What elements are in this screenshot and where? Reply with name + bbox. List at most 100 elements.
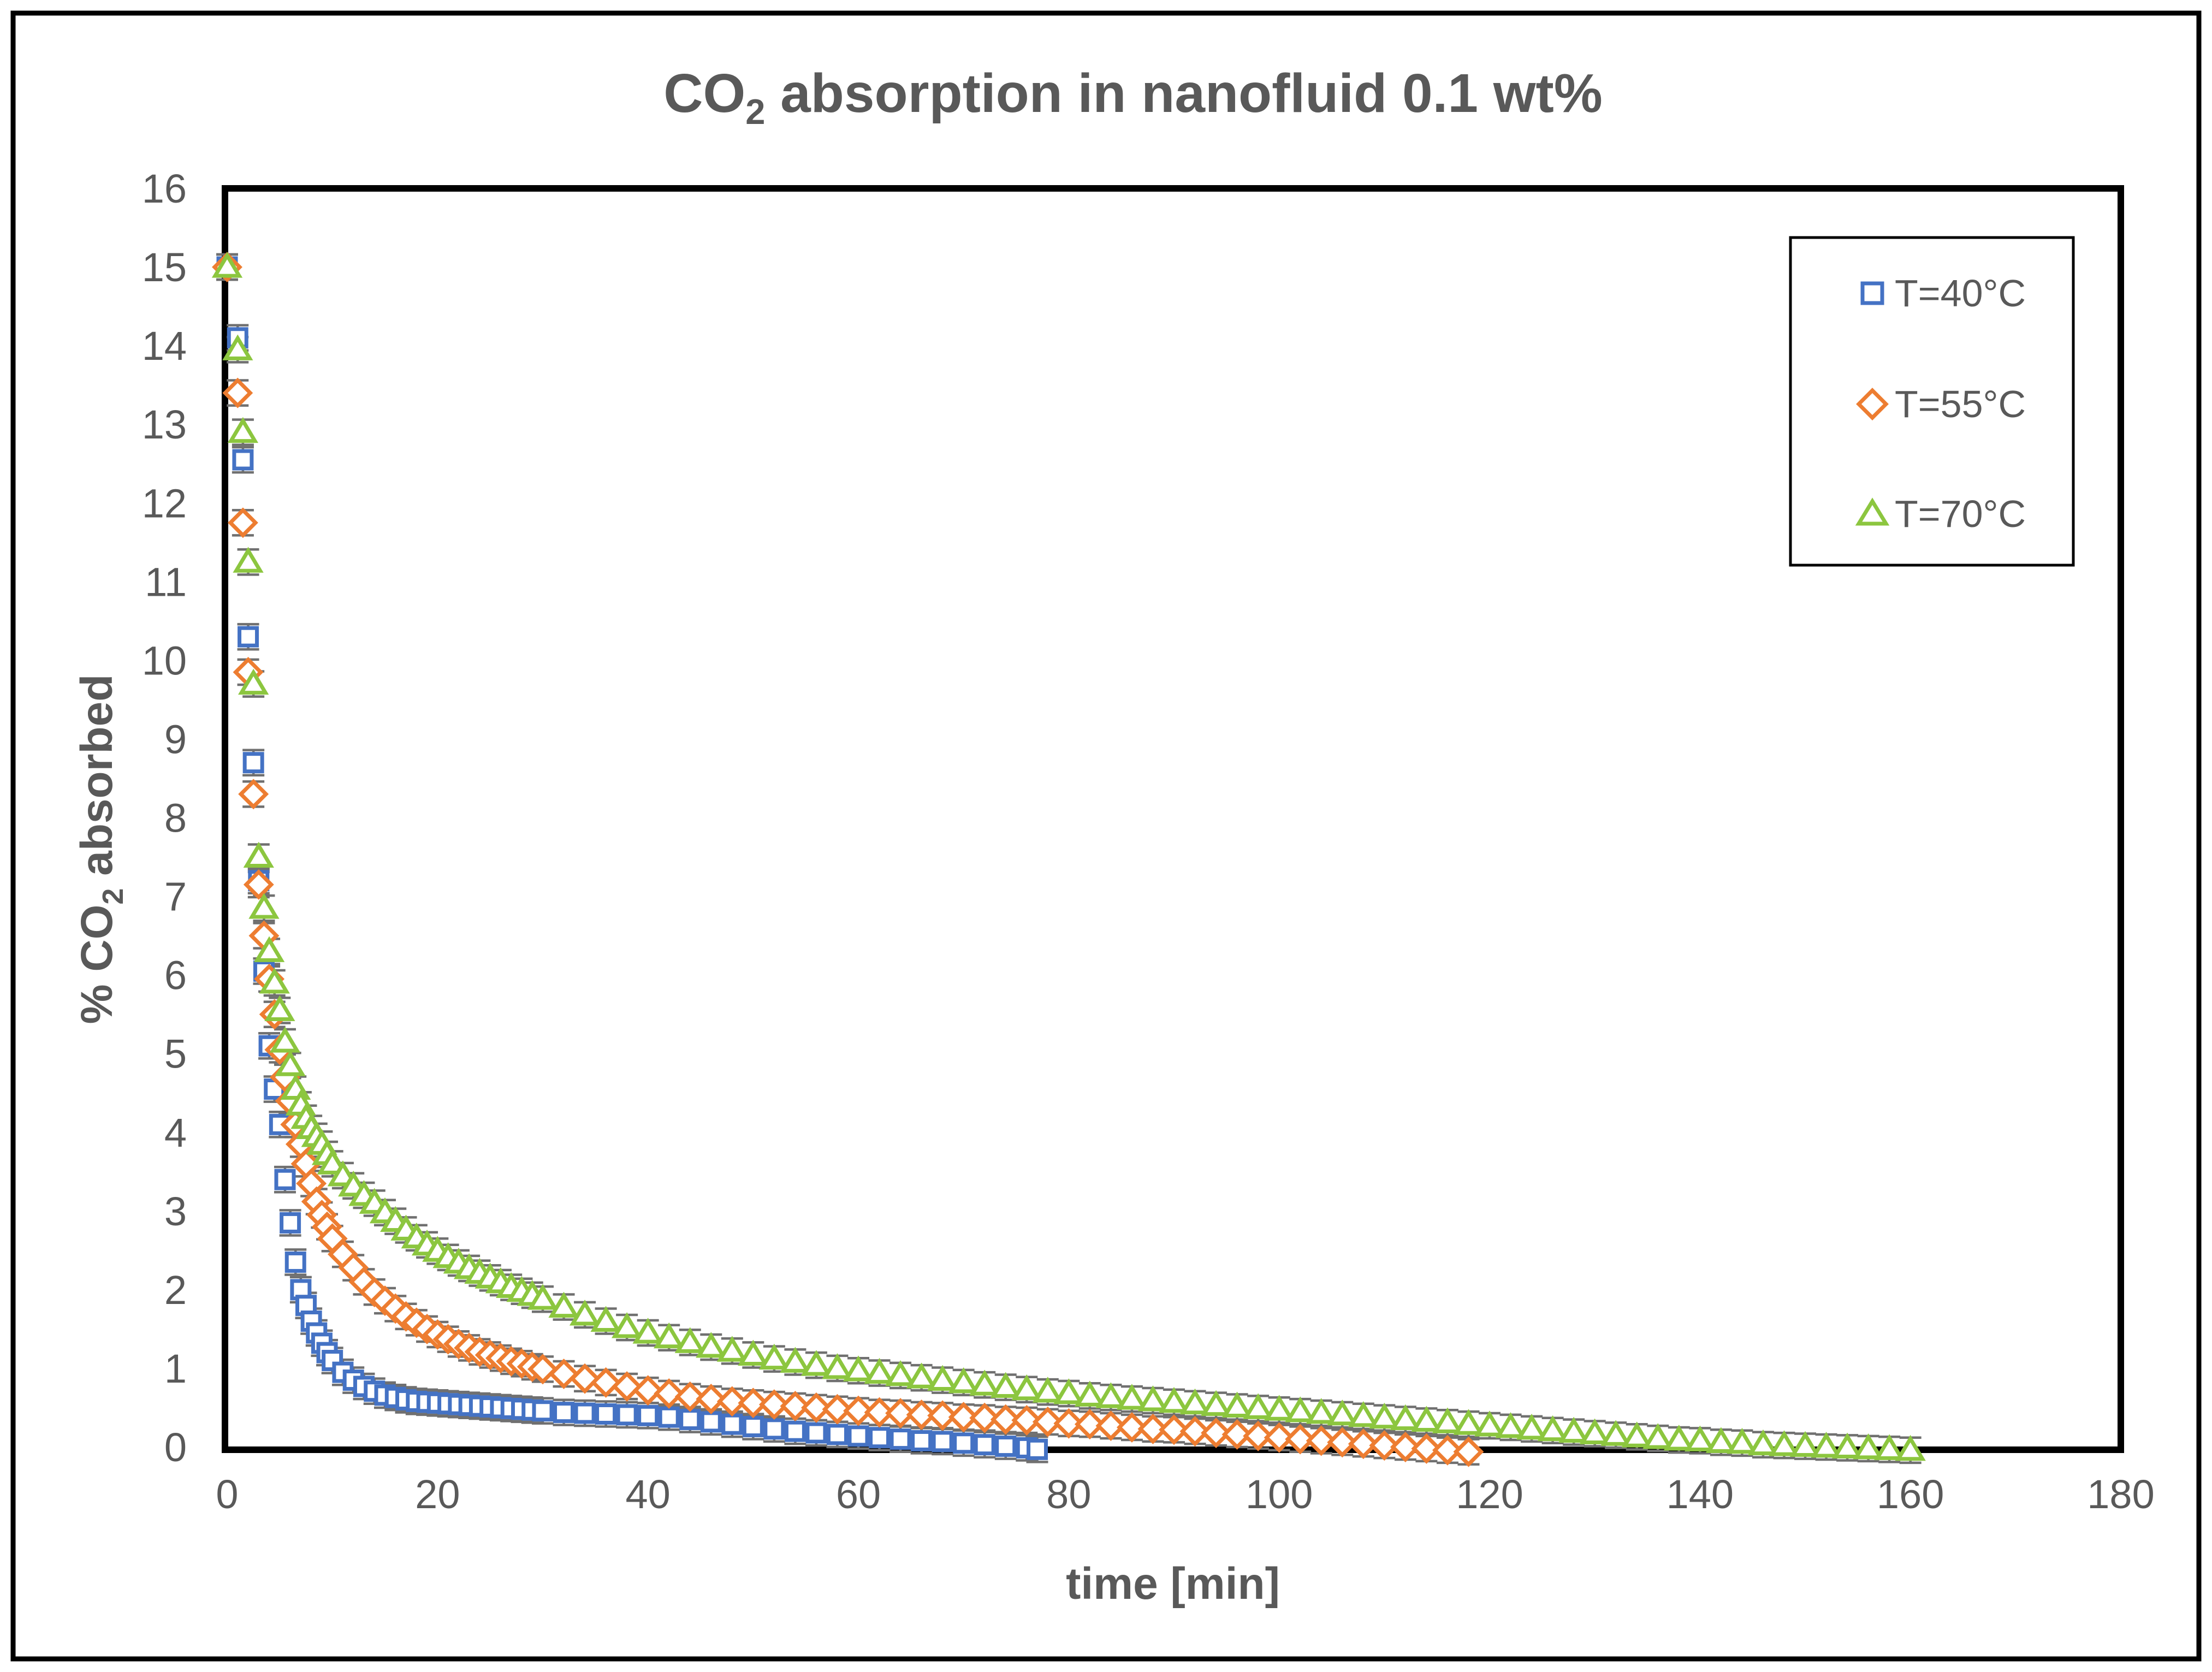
data-point-marker (284, 1251, 306, 1273)
data-point-marker (1558, 1416, 1590, 1443)
data-point-marker (995, 1436, 1017, 1457)
x-tick-label-20: 20 (415, 1472, 460, 1517)
data-point-marker (238, 779, 269, 810)
data-point-marker (1895, 1434, 1926, 1461)
data-point-marker (1137, 1413, 1169, 1444)
legend-diamond-marker-icon (1856, 388, 1889, 420)
data-point-marker (674, 1381, 705, 1412)
data-point-marker (911, 1430, 933, 1451)
y-tick-label-9: 9 (164, 716, 187, 762)
data-point-marker (274, 1169, 296, 1190)
y-tick-label-0: 0 (164, 1425, 187, 1470)
y-tick-label-2: 2 (164, 1267, 187, 1313)
legend-item-t-55-c: T=55°C (1856, 383, 2026, 425)
data-point-marker (953, 1432, 975, 1454)
data-point-marker (222, 377, 253, 408)
data-point-marker (527, 1284, 559, 1310)
data-point-marker (1179, 1416, 1211, 1447)
data-point-marker (1348, 1401, 1379, 1427)
data-point-marker (553, 1402, 575, 1424)
data-point-marker (1201, 1418, 1232, 1449)
data-point-marker (1285, 1424, 1316, 1455)
data-point-marker (1727, 1427, 1758, 1454)
data-point-marker (763, 1418, 785, 1440)
data-point-marker (233, 547, 264, 573)
chart-title: CO2 absorption in nanofluid 0.1 wt% (663, 63, 1603, 132)
data-point-marker (990, 1372, 1021, 1398)
data-point-marker (1327, 1400, 1358, 1426)
data-point-marker (758, 1389, 790, 1420)
data-point-marker (532, 1400, 554, 1422)
data-point-marker (1453, 1436, 1484, 1467)
y-tick-label-15: 15 (142, 245, 187, 290)
data-point-marker (869, 1427, 891, 1449)
data-point-marker (1811, 1432, 1842, 1458)
data-point-marker (1600, 1420, 1632, 1446)
legend-label: T=40°C (1895, 272, 2026, 315)
y-tick-label-10: 10 (142, 638, 187, 683)
data-point-marker (658, 1406, 680, 1428)
data-point-marker (654, 1378, 685, 1409)
data-point-marker (1621, 1421, 1652, 1448)
data-point-marker (280, 1212, 301, 1234)
data-point-marker (990, 1404, 1021, 1435)
data-point-marker (700, 1411, 722, 1433)
data-point-marker (632, 1318, 663, 1344)
data-point-marker (1348, 1428, 1379, 1460)
data-point-marker (548, 1359, 579, 1389)
data-point-marker (969, 1402, 1000, 1433)
data-point-marker (1705, 1427, 1737, 1453)
data-point-marker (1158, 1387, 1190, 1413)
data-point-marker (1264, 1395, 1295, 1421)
data-point-marker (974, 1434, 995, 1456)
data-point-marker (1432, 1407, 1463, 1433)
data-point-marker (1789, 1431, 1821, 1457)
data-point-marker (1027, 1438, 1048, 1460)
data-point-marker (275, 1050, 306, 1076)
data-point-marker (1474, 1410, 1505, 1437)
y-tick-label-8: 8 (164, 796, 187, 841)
data-point-marker (1159, 1414, 1189, 1445)
data-point-marker (716, 1336, 748, 1362)
data-point-marker (1453, 1409, 1484, 1435)
data-point-marker (238, 668, 269, 695)
x-tick-label-180: 180 (2087, 1472, 2154, 1517)
data-point-marker (1537, 1415, 1568, 1442)
data-point-marker (238, 626, 259, 648)
data-point-marker (1074, 1380, 1106, 1407)
data-point-marker (1221, 1419, 1253, 1450)
data-point-marker (864, 1397, 895, 1428)
data-point-marker (885, 1398, 916, 1428)
data-point-marker (948, 1367, 979, 1394)
x-tick-label-160: 160 (1877, 1472, 1944, 1517)
data-point-marker (948, 1402, 979, 1433)
data-point-marker (1011, 1374, 1042, 1401)
series-t-55-c (212, 252, 1484, 1467)
legend: T=40°C T=55°C T=70°C (1789, 236, 2075, 567)
data-point-marker (317, 1148, 348, 1175)
data-point-marker (969, 1369, 1000, 1396)
data-point-marker (758, 1343, 790, 1370)
data-point-marker (1411, 1406, 1442, 1432)
data-point-marker (616, 1404, 638, 1426)
data-point-marker (1516, 1414, 1547, 1440)
data-point-marker (1495, 1412, 1526, 1438)
data-point-marker (243, 841, 274, 868)
legend-item-t-70-c: T=70°C (1855, 493, 2026, 535)
series-t-70-c (211, 252, 1926, 1461)
data-point-marker (242, 752, 264, 774)
y-tick-label-13: 13 (142, 402, 187, 447)
data-point-marker (780, 1347, 811, 1373)
data-series-layer (211, 252, 1926, 1467)
data-point-marker (932, 1431, 953, 1452)
data-point-marker (637, 1404, 659, 1426)
y-tick-label-12: 12 (142, 481, 187, 526)
data-point-marker (1285, 1396, 1316, 1422)
data-point-marker (1369, 1430, 1400, 1461)
data-point-marker (1831, 1432, 1863, 1458)
data-point-marker (243, 869, 274, 900)
data-point-marker (211, 252, 243, 278)
y-axis-title: % CO2 absorbed (72, 674, 129, 1024)
y-tick-label-5: 5 (164, 1031, 187, 1077)
data-point-marker (1411, 1433, 1442, 1464)
